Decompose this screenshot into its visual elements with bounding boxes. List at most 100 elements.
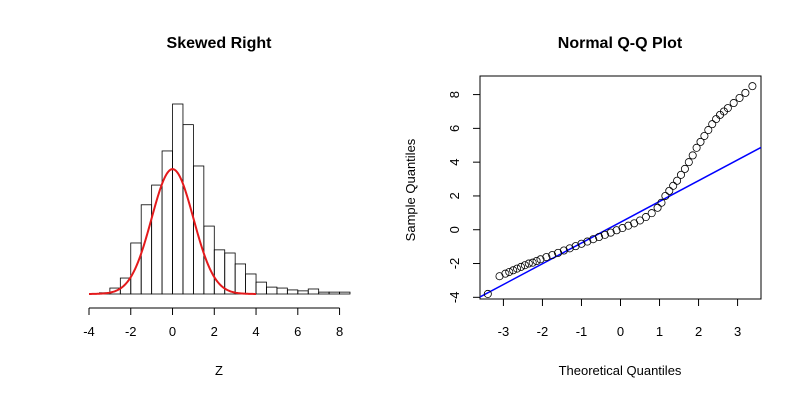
qq-x-tick-label: -1 bbox=[576, 324, 588, 339]
qq-point bbox=[583, 237, 592, 246]
qq-y-tick-label: -2 bbox=[447, 258, 462, 270]
qq-x-ticks: -3 -2 -1 0 1 2 3 bbox=[498, 299, 741, 339]
qq-point bbox=[513, 264, 522, 273]
qq-point bbox=[618, 224, 627, 233]
qq-point bbox=[647, 209, 656, 218]
hist-x-tick-label: 2 bbox=[211, 324, 218, 339]
histogram-bar bbox=[328, 291, 340, 295]
qq-point bbox=[532, 256, 541, 265]
qq-point bbox=[559, 246, 568, 255]
hist-x-axis-label: Z bbox=[215, 363, 223, 378]
qq-point bbox=[565, 244, 574, 253]
qq-point bbox=[505, 267, 514, 276]
qq-y-tick-label: 0 bbox=[447, 226, 462, 233]
hist-x-tick-label: 4 bbox=[252, 324, 259, 339]
normal-density-curve bbox=[88, 168, 257, 295]
qq-point bbox=[542, 253, 551, 262]
qq-point bbox=[692, 143, 701, 152]
histogram-bar bbox=[307, 288, 320, 295]
qq-point bbox=[577, 239, 586, 248]
qq-point bbox=[673, 176, 682, 185]
histogram-bar bbox=[224, 252, 236, 295]
histogram-bar bbox=[234, 263, 247, 295]
qq-point bbox=[661, 191, 670, 200]
histogram-bar bbox=[286, 289, 299, 295]
qq-point bbox=[509, 266, 518, 275]
hist-x-tick-label: 6 bbox=[294, 324, 301, 339]
qq-x-tick-label: 3 bbox=[734, 324, 741, 339]
qq-x-tick-label: -2 bbox=[537, 324, 549, 339]
qq-point bbox=[708, 120, 717, 129]
qq-point bbox=[589, 235, 598, 244]
qq-point bbox=[600, 230, 609, 239]
hist-x-tick-label: -4 bbox=[83, 324, 95, 339]
qq-x-tick-label: 0 bbox=[617, 324, 624, 339]
histogram-bar bbox=[297, 290, 309, 295]
histogram-bar bbox=[192, 165, 205, 295]
qq-points bbox=[483, 82, 757, 298]
qq-point bbox=[524, 259, 533, 268]
qq-point bbox=[528, 258, 537, 267]
qq-x-axis-label: Theoretical Quantiles bbox=[559, 363, 682, 378]
qq-y-tick-label: 6 bbox=[447, 125, 462, 132]
histogram-bar bbox=[318, 291, 330, 295]
qq-point bbox=[571, 242, 580, 251]
qq-x-tick-label: 1 bbox=[656, 324, 663, 339]
qq-y-tick-label: 8 bbox=[447, 91, 462, 98]
qq-point bbox=[729, 99, 738, 108]
qq-y-ticks: -4 -2 0 2 4 6 8 bbox=[447, 91, 480, 303]
qq-title: Normal Q-Q Plot bbox=[558, 35, 683, 52]
histogram-bar bbox=[255, 281, 267, 295]
qq-point bbox=[723, 104, 732, 113]
qq-point bbox=[735, 93, 744, 102]
qq-point bbox=[595, 232, 604, 241]
qq-point bbox=[554, 248, 563, 257]
qq-reference-line bbox=[479, 146, 762, 298]
qq-y-tick-label: 4 bbox=[447, 159, 462, 166]
qq-plot-frame bbox=[479, 75, 762, 300]
qq-point bbox=[641, 213, 650, 222]
histogram-bar bbox=[172, 103, 184, 295]
qq-y-axis-label: Sample Quantiles bbox=[403, 138, 418, 241]
qq-point bbox=[700, 131, 709, 140]
histogram-bar bbox=[245, 273, 257, 295]
hist-title: Skewed Right bbox=[167, 35, 273, 52]
qq-y-tick-label: -4 bbox=[447, 292, 462, 304]
qq-point bbox=[624, 221, 633, 230]
qq-point bbox=[665, 186, 674, 195]
hist-x-tick-label: 0 bbox=[169, 324, 176, 339]
qq-point bbox=[696, 137, 705, 146]
qq-point bbox=[748, 82, 757, 91]
qq-point bbox=[636, 216, 645, 225]
qq-point bbox=[684, 158, 693, 167]
histogram-bars bbox=[99, 103, 351, 295]
qq-point bbox=[653, 203, 662, 212]
histogram-bar bbox=[276, 287, 288, 295]
hist-x-tick-label: 8 bbox=[336, 324, 343, 339]
histogram-bar bbox=[339, 291, 351, 295]
histogram-chart: Skewed Right -4 -2 0 2 4 6 8 Z bbox=[83, 35, 351, 378]
qq-point bbox=[536, 255, 545, 264]
qq-point bbox=[741, 88, 750, 97]
qq-chart: Normal Q-Q Plot -3 -2 -1 0 1 2 3 -4 -2 0 2 4 6 8 The… bbox=[403, 35, 762, 378]
qq-point bbox=[704, 126, 713, 135]
qq-point bbox=[520, 261, 529, 270]
qq-point bbox=[483, 289, 492, 298]
qq-point bbox=[501, 269, 510, 278]
qq-point bbox=[606, 228, 615, 237]
qq-x-tick-label: 2 bbox=[695, 324, 702, 339]
histogram-bar bbox=[266, 286, 278, 295]
qq-point bbox=[657, 198, 666, 207]
qq-y-tick-label: 2 bbox=[447, 192, 462, 199]
qq-point bbox=[516, 262, 525, 271]
qq-point bbox=[688, 151, 697, 160]
qq-x-tick-label: -3 bbox=[498, 324, 510, 339]
qq-point bbox=[612, 226, 621, 235]
qq-point bbox=[676, 170, 685, 179]
hist-x-ticks: -4 -2 0 2 4 6 8 bbox=[83, 308, 343, 339]
qq-point bbox=[548, 251, 557, 260]
qq-point bbox=[680, 164, 689, 173]
qq-point bbox=[712, 115, 721, 124]
qq-point bbox=[669, 181, 678, 190]
